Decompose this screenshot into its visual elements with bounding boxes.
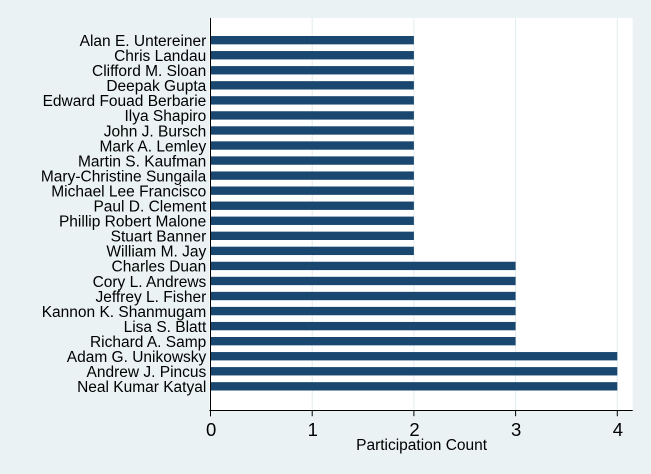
svg-text:4: 4: [613, 419, 623, 440]
svg-text:Deepak Gupta: Deepak Gupta: [106, 78, 206, 95]
svg-text:Richard A. Samp: Richard A. Samp: [90, 334, 206, 351]
svg-text:John J. Bursch: John J. Bursch: [104, 123, 207, 140]
svg-text:Adam G. Unikowsky: Adam G. Unikowsky: [67, 349, 207, 366]
svg-text:Lisa S. Blatt: Lisa S. Blatt: [124, 319, 207, 336]
svg-text:1: 1: [308, 419, 318, 440]
svg-text:Andrew J. Pincus: Andrew J. Pincus: [87, 364, 207, 381]
svg-text:Mary-Christine Sungaila: Mary-Christine Sungaila: [41, 168, 207, 185]
svg-text:Chris Landau: Chris Landau: [114, 48, 206, 65]
svg-text:2: 2: [409, 419, 419, 440]
svg-text:Paul D. Clement: Paul D. Clement: [93, 199, 207, 216]
svg-text:Cory L. Andrews: Cory L. Andrews: [93, 274, 207, 291]
svg-text:Mark A. Lemley: Mark A. Lemley: [99, 138, 206, 155]
svg-text:Participation Count: Participation Count: [356, 437, 488, 454]
svg-text:Kannon K. Shanmugam: Kannon K. Shanmugam: [42, 304, 207, 321]
svg-text:Neal Kumar Katyal: Neal Kumar Katyal: [77, 379, 206, 396]
svg-text:Jeffrey L. Fisher: Jeffrey L. Fisher: [95, 289, 206, 306]
svg-text:Alan E. Untereiner: Alan E. Untereiner: [80, 33, 207, 50]
svg-text:Phillip Robert Malone: Phillip Robert Malone: [59, 214, 206, 231]
svg-text:Martin S. Kaufman: Martin S. Kaufman: [78, 153, 206, 170]
svg-text:0: 0: [206, 419, 216, 440]
svg-text:Stuart Banner: Stuart Banner: [111, 229, 207, 246]
svg-text:Michael Lee Francisco: Michael Lee Francisco: [51, 183, 206, 200]
svg-text:Ilya Shapiro: Ilya Shapiro: [124, 108, 206, 125]
svg-text:Charles Duan: Charles Duan: [112, 259, 207, 276]
svg-text:Edward Fouad Berbarie: Edward Fouad Berbarie: [43, 93, 207, 110]
svg-text:3: 3: [511, 419, 521, 440]
svg-text:Clifford M. Sloan: Clifford M. Sloan: [92, 63, 206, 80]
svg-text:William M. Jay: William M. Jay: [106, 244, 206, 261]
